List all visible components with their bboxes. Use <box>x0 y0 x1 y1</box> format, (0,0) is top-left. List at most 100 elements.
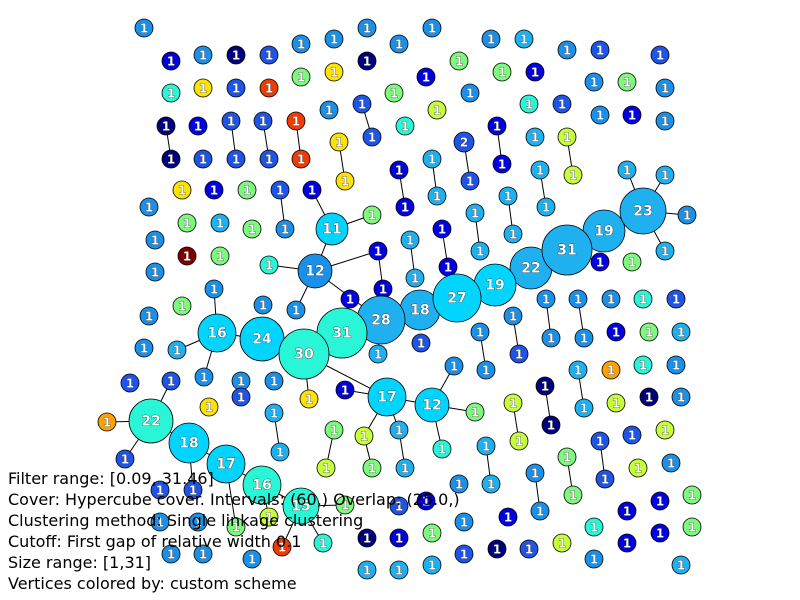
graph-node: 1 <box>193 544 213 564</box>
graph-node-label: 1 <box>645 391 653 405</box>
graph-node-circle <box>525 62 545 82</box>
graph-node-label: 1 <box>292 115 300 129</box>
graph-node-label: 1 <box>515 435 523 449</box>
graph-node-label: 1 <box>237 391 245 405</box>
graph-node: 1 <box>259 45 279 65</box>
graph-node-label: 1 <box>281 223 289 237</box>
graph-node: 1 <box>509 344 529 364</box>
graph-node: 1 <box>525 463 545 483</box>
graph-node-label: 1 <box>455 478 463 492</box>
graph-node-circle <box>666 355 686 375</box>
graph-node-circle <box>606 393 626 413</box>
graph-node-circle <box>541 415 561 435</box>
graph-node: 1 <box>557 127 577 147</box>
graph-node-label: 1 <box>623 76 631 90</box>
graph-node-label: 1 <box>297 153 305 167</box>
graph-node-circle <box>389 528 409 548</box>
graph-node-circle <box>525 463 545 483</box>
graph-node-circle <box>389 420 409 440</box>
graph-node: 1 <box>503 393 523 413</box>
graph-node-label: 1 <box>395 532 403 546</box>
graph-node-circle <box>286 111 306 131</box>
graph-node-label: 31 <box>332 326 351 342</box>
graph-node: 17 <box>367 377 407 417</box>
graph-node: 1 <box>172 180 192 200</box>
graph-node-circle <box>536 289 556 309</box>
graph-node-circle <box>465 203 485 223</box>
graph-node-circle <box>509 431 529 451</box>
graph-node: 1 <box>568 360 588 380</box>
graph-node-circle <box>584 517 604 537</box>
graph-node-circle <box>453 131 475 153</box>
graph-node: 1 <box>655 111 675 131</box>
graph-node-label: 11 <box>322 222 341 238</box>
graph-node-label: 1 <box>140 342 148 356</box>
graph-node: 1 <box>438 257 458 277</box>
graph-node-label: 1 <box>199 49 207 63</box>
graph-node-label: 1 <box>661 115 669 129</box>
graph-node-label: 1 <box>151 234 159 248</box>
graph-node-label: 1 <box>297 71 305 85</box>
graph-node-circle <box>622 252 642 272</box>
graph-node-label: 1 <box>232 521 240 535</box>
graph-node: 1 <box>373 279 393 299</box>
graph-node-circle <box>259 255 279 275</box>
graph-node: 1 <box>395 116 415 136</box>
graph-node-circle <box>253 295 273 315</box>
graph-node-circle <box>476 436 496 456</box>
graph-node-circle <box>460 171 480 191</box>
graph-node: 1 <box>432 219 452 239</box>
graph-node-circle <box>682 517 702 537</box>
graph-node-circle <box>595 469 615 489</box>
graph-node: 1 <box>525 127 545 147</box>
graph-node-circle <box>315 212 349 246</box>
graph-node: 1 <box>650 491 670 511</box>
graph-node-label: 1 <box>438 223 446 237</box>
graph-node-circle <box>574 398 594 418</box>
graph-node-label: 1 <box>607 364 615 378</box>
graph-node: 1 <box>519 539 539 559</box>
graph-node-label: 1 <box>205 401 213 415</box>
graph-node-label: 1 <box>265 49 273 63</box>
graph-node-circle <box>161 371 181 391</box>
graph-node: 1 <box>584 517 604 537</box>
graph-node: 1 <box>427 100 447 120</box>
graph-node-label: 1 <box>265 511 273 525</box>
graph-node: 1 <box>226 45 246 65</box>
graph-node: 1 <box>432 439 452 459</box>
graph-node-circle <box>177 213 197 233</box>
graph-node-circle <box>557 447 577 467</box>
graph-node-label: 1 <box>259 115 267 129</box>
graph-node-circle <box>193 149 213 169</box>
graph-node: 1 <box>606 393 626 413</box>
graph-node-label: 31 <box>557 243 576 259</box>
graph-node-label: 1 <box>661 245 669 259</box>
graph-node-circle <box>655 420 675 440</box>
graph-node-circle <box>275 219 295 239</box>
graph-node: 1 <box>291 34 311 54</box>
graph-node-label: 1 <box>547 419 555 433</box>
graph-node-circle <box>193 45 213 65</box>
graph-node-label: 22 <box>521 261 540 277</box>
graph-node: 1 <box>655 165 675 185</box>
graph-node: 1 <box>324 420 344 440</box>
size-range-text: Size range: [1,31] <box>8 553 152 572</box>
graph-node-label: 1 <box>167 153 175 167</box>
graph-node-circle <box>172 296 192 316</box>
graph-node: 12 <box>414 387 450 423</box>
graph-node-label: 1 <box>232 49 240 63</box>
graph-node: 1 <box>120 373 140 393</box>
graph-node: 1 <box>362 458 382 478</box>
graph-node: 1 <box>352 94 372 114</box>
graph-node-label: 1 <box>237 375 245 389</box>
graph-node-label: 1 <box>162 120 170 134</box>
graph-node: 1 <box>633 355 653 375</box>
graph-node-circle <box>362 458 382 478</box>
graph-node-label: 1 <box>563 451 571 465</box>
graph-node-label: 1 <box>661 82 669 96</box>
graph-node: 1 <box>460 83 480 103</box>
graph-node-circle <box>389 160 409 180</box>
graph-node: 1 <box>357 528 377 548</box>
graph-node-label: 1 <box>569 489 577 503</box>
graph-node-label: 1 <box>428 153 436 167</box>
